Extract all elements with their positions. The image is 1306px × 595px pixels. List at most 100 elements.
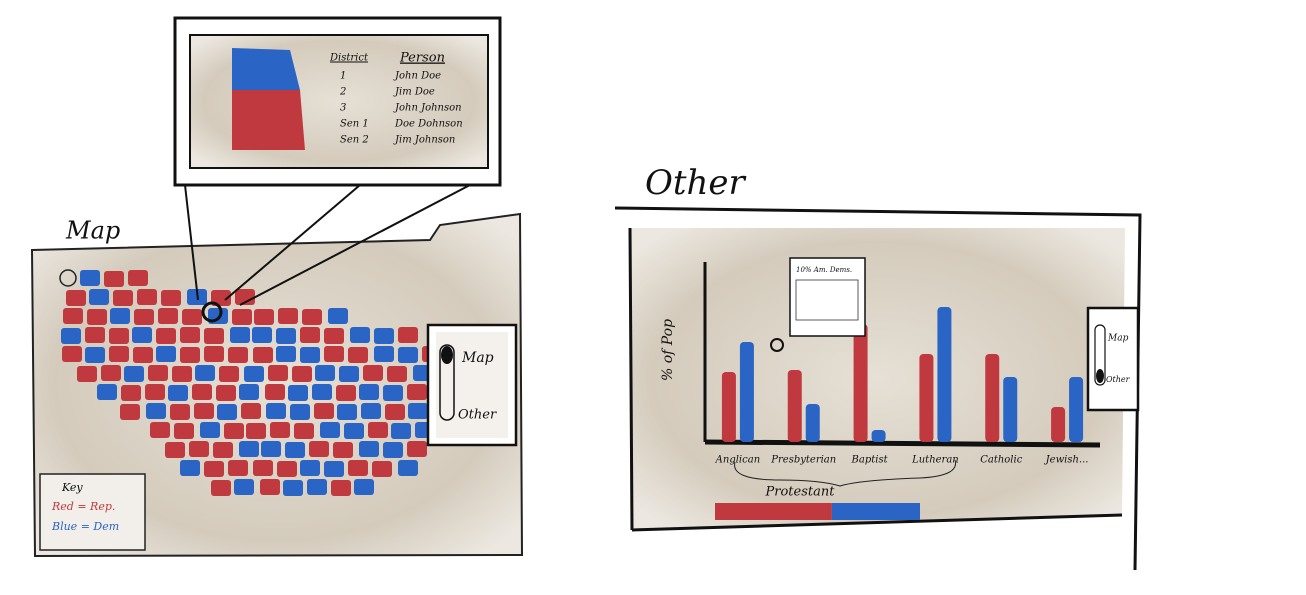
state: [230, 327, 250, 343]
state: [180, 460, 200, 476]
toggle-option[interactable]: Other: [1106, 375, 1131, 384]
state: [170, 404, 190, 420]
bar-pin[interactable]: [770, 338, 784, 352]
state: [192, 384, 212, 400]
state: [124, 366, 144, 382]
state: [120, 404, 140, 420]
table-cell: 2: [339, 87, 346, 98]
state: [261, 441, 281, 457]
state: [216, 385, 236, 401]
table-header: District: [329, 53, 369, 64]
state: [278, 308, 298, 324]
state: [324, 346, 344, 362]
bar: [739, 342, 754, 442]
state: [391, 423, 411, 439]
state: [309, 441, 329, 457]
x-tick-label: Lutheran: [911, 455, 959, 466]
state: [339, 366, 359, 382]
state: [383, 442, 403, 458]
state: [253, 347, 273, 363]
toggle-option[interactable]: Map: [461, 350, 494, 366]
state: [383, 385, 403, 401]
x-tick-label: Baptist: [851, 455, 889, 466]
state: [336, 385, 356, 401]
table-cell: John Doe: [393, 71, 441, 82]
state: [312, 384, 332, 400]
state: [165, 442, 185, 458]
toggle-option[interactable]: Other: [458, 408, 497, 423]
x-axis: [704, 439, 1101, 448]
state: [121, 385, 141, 401]
state: [300, 460, 320, 476]
popup-connector: [184, 184, 199, 301]
key-title: Key: [61, 481, 83, 494]
state: [260, 479, 280, 495]
state: [195, 365, 215, 381]
x-tick-label: Catholic: [980, 455, 1022, 466]
group-label: Protestant: [765, 485, 836, 500]
x-tick-label: Jewish...: [1044, 455, 1089, 466]
state: [254, 309, 274, 325]
state: [66, 290, 86, 306]
state: [368, 422, 388, 438]
state: [348, 460, 368, 476]
state: [204, 328, 224, 344]
state: [133, 347, 153, 363]
state: [241, 403, 261, 419]
state: [385, 404, 405, 420]
state: [359, 441, 379, 457]
x-tick-label: Anglican: [715, 455, 760, 466]
toggle-knob: [1096, 369, 1104, 383]
state: [211, 480, 231, 496]
state: [150, 422, 170, 438]
table-cell: John Johnson: [393, 103, 462, 114]
state: [270, 422, 290, 438]
key-item: Blue = Dem: [51, 520, 119, 533]
state: [276, 328, 296, 344]
state: [324, 461, 344, 477]
state: [168, 385, 188, 401]
state: [104, 271, 124, 287]
toggle-option[interactable]: Map: [1107, 334, 1129, 344]
state: [348, 347, 368, 363]
state: [194, 403, 214, 419]
bar-chart: % of Pop Anglican Presbyterian Baptist Luthe…: [660, 262, 1101, 520]
state: [134, 309, 154, 325]
popup-connector: [224, 184, 361, 301]
bar: [1069, 377, 1084, 442]
state: [224, 423, 244, 439]
state: [374, 346, 394, 362]
state: [283, 480, 303, 496]
x-tick-label: Presbyterian: [770, 455, 836, 466]
state: [189, 441, 209, 457]
state: [219, 366, 239, 382]
bar: [937, 307, 952, 442]
state: [307, 479, 327, 495]
view-toggle: [1086, 306, 1140, 412]
state-shape-top: [232, 48, 300, 90]
state: [97, 384, 117, 400]
state: [266, 403, 286, 419]
state: [277, 461, 297, 477]
state: [110, 308, 130, 324]
state: [132, 327, 152, 343]
state: [145, 384, 165, 400]
state: [172, 366, 192, 382]
state: [232, 309, 252, 325]
state: [331, 480, 351, 496]
state: [109, 328, 129, 344]
bar-popup: [789, 257, 866, 337]
state: [62, 346, 82, 362]
state: [363, 365, 383, 381]
state: [87, 309, 107, 325]
table-cell: 3: [340, 103, 346, 114]
map-pin[interactable]: [201, 301, 223, 323]
state: [211, 290, 231, 306]
group-split-segment: [831, 503, 920, 520]
state: [101, 365, 121, 381]
state: [315, 365, 335, 381]
toggle-track[interactable]: [1094, 324, 1106, 386]
toggle-track[interactable]: [439, 344, 455, 421]
table-cell: Sen 1: [340, 119, 369, 130]
state: [174, 423, 194, 439]
